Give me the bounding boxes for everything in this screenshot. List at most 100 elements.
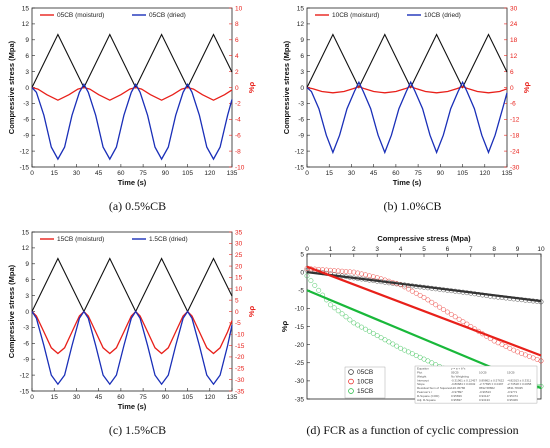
fit-table-cell: 15CB	[507, 371, 515, 375]
data-point-2	[405, 349, 411, 355]
plot-frame	[31, 7, 233, 168]
y-tick-label: 9	[300, 37, 304, 44]
data-point-2	[425, 358, 431, 364]
x-tick-label: 10	[537, 246, 545, 253]
legend-label-2: 15CB	[357, 388, 373, 395]
y-right-tick-label: -6	[510, 101, 516, 108]
fit-table-cell: 9592.58862	[479, 386, 495, 390]
data-point-2	[312, 282, 318, 288]
data-point-1	[452, 314, 458, 320]
y-right-tick-label: 8	[235, 21, 239, 28]
series-line-1	[31, 82, 233, 161]
data-point-1	[331, 268, 337, 274]
fit-table-cell: Weight	[417, 374, 426, 378]
fit-table-cell: 0.93147	[479, 394, 490, 398]
x-axis-label: Time (s)	[393, 178, 422, 187]
x-tick-label: 3	[375, 246, 379, 253]
chart-c: 0 15 30 45 60 75 90 105 120 135-15-12-9-6-3036912…	[7, 229, 256, 411]
data-point-1	[355, 270, 361, 276]
data-point-2	[355, 322, 361, 328]
data-point-2	[398, 345, 404, 351]
legend-label-0: 05CB	[357, 369, 373, 376]
data-point-1	[511, 347, 517, 353]
y-axis-label: Compressive stress (Mpa)	[7, 264, 16, 358]
data-point-1	[433, 302, 439, 308]
data-point-2	[413, 353, 419, 358]
legend-label-0: 05CB (moisturd)	[57, 12, 104, 19]
x-tick-label: 0	[305, 246, 309, 253]
data-point-1	[460, 319, 466, 325]
stress-line	[306, 33, 508, 89]
data-point-1	[448, 311, 454, 317]
data-point-1	[324, 267, 329, 273]
y-right-tick-label: -10	[235, 332, 245, 339]
data-point-1	[405, 286, 411, 292]
y-tick-label: 6	[25, 277, 29, 284]
y-tick-label: 12	[22, 245, 30, 252]
fit-table-cell: -0.9771	[507, 390, 518, 394]
plot-frame	[31, 231, 233, 392]
y-right-tick-label: 6	[510, 69, 514, 76]
x-tick-label: 105	[457, 170, 468, 177]
fit-table-cell: 0.89862 ± 0.57622	[479, 378, 504, 382]
y-right-tick-label: -5	[235, 320, 241, 327]
y-right-tick-label: 2	[235, 69, 239, 76]
data-point-1	[359, 271, 365, 277]
y-axis-label: Compressive stress (Mpa)	[7, 40, 16, 134]
fit-table-cell: 05CB	[451, 371, 459, 375]
x-tick-label: 0	[305, 170, 309, 177]
x-tick-label: 75	[139, 394, 147, 401]
y-tick-label: 0	[25, 309, 29, 316]
y-right-tick-label: 6	[235, 37, 239, 44]
y-tick-label: -15	[295, 164, 305, 171]
caption-d: (d) FCR as a function of cyclic compress…	[306, 423, 519, 437]
y-tick-label: -15	[20, 388, 30, 395]
y-right-tick-label: -30	[235, 377, 245, 384]
y-right-tick-label: -4	[235, 117, 241, 124]
data-point-2	[331, 305, 337, 311]
y-tick-label: 15	[22, 5, 30, 12]
y-right-tick-label: -15	[235, 343, 245, 350]
y-tick-label: 12	[22, 21, 30, 28]
fit-table-cell: 3831.78435	[507, 386, 523, 390]
legend-marker-2	[348, 388, 354, 394]
data-point-1	[363, 272, 368, 278]
y-tick-label: 0	[300, 269, 304, 276]
x-tick-label: 15	[326, 170, 334, 177]
y-tick-label: 6	[25, 53, 29, 60]
series-line-1	[31, 310, 233, 386]
fit-table-cell: -2.73518 ± 0.0058	[507, 382, 532, 386]
y-tick-label: 3	[25, 69, 29, 76]
data-point-1	[456, 316, 462, 322]
y-right-tick-label: -6	[235, 133, 241, 140]
y-right-tick-label: 12	[510, 53, 518, 60]
x-tick-label: 0	[30, 394, 34, 401]
fit-table-cell: No Weighting	[451, 374, 469, 378]
data-point-1	[499, 342, 505, 348]
data-point-2	[370, 330, 376, 336]
y-tick-label: -3	[23, 101, 29, 108]
fit-table-cell: y = a + b*x	[451, 367, 466, 371]
chart-a: 0 15 30 45 60 75 90 105 120 135-15-12-9-6-3036912…	[7, 5, 256, 187]
fit-table-cell: Slope	[417, 382, 425, 386]
fit-table-cell: -0.96513	[479, 390, 491, 394]
x-tick-label: 45	[95, 394, 103, 401]
data-point-2	[386, 339, 392, 345]
data-point-2	[335, 308, 341, 314]
x-tick-label: 30	[348, 170, 356, 177]
y-tick-label: 3	[25, 293, 29, 300]
x-tick-label: 7	[469, 246, 473, 253]
y-right-tick-label: 20	[235, 263, 243, 270]
x-tick-label: 30	[73, 394, 81, 401]
data-point-1	[409, 288, 415, 294]
fit-line-1	[306, 265, 542, 357]
data-point-2	[402, 347, 407, 353]
data-point-2	[363, 326, 368, 332]
legend-label-0: 15CB (moisturd)	[57, 236, 104, 243]
y-tick-label: 0	[25, 85, 29, 92]
y-tick-label: -5	[298, 288, 304, 295]
data-point-2	[327, 302, 333, 308]
fit-table-cell: 120.45786	[451, 386, 466, 390]
legend-label-1: 1.5CB (dried)	[149, 236, 188, 243]
fit-table-cell: 0.95469	[507, 398, 518, 402]
